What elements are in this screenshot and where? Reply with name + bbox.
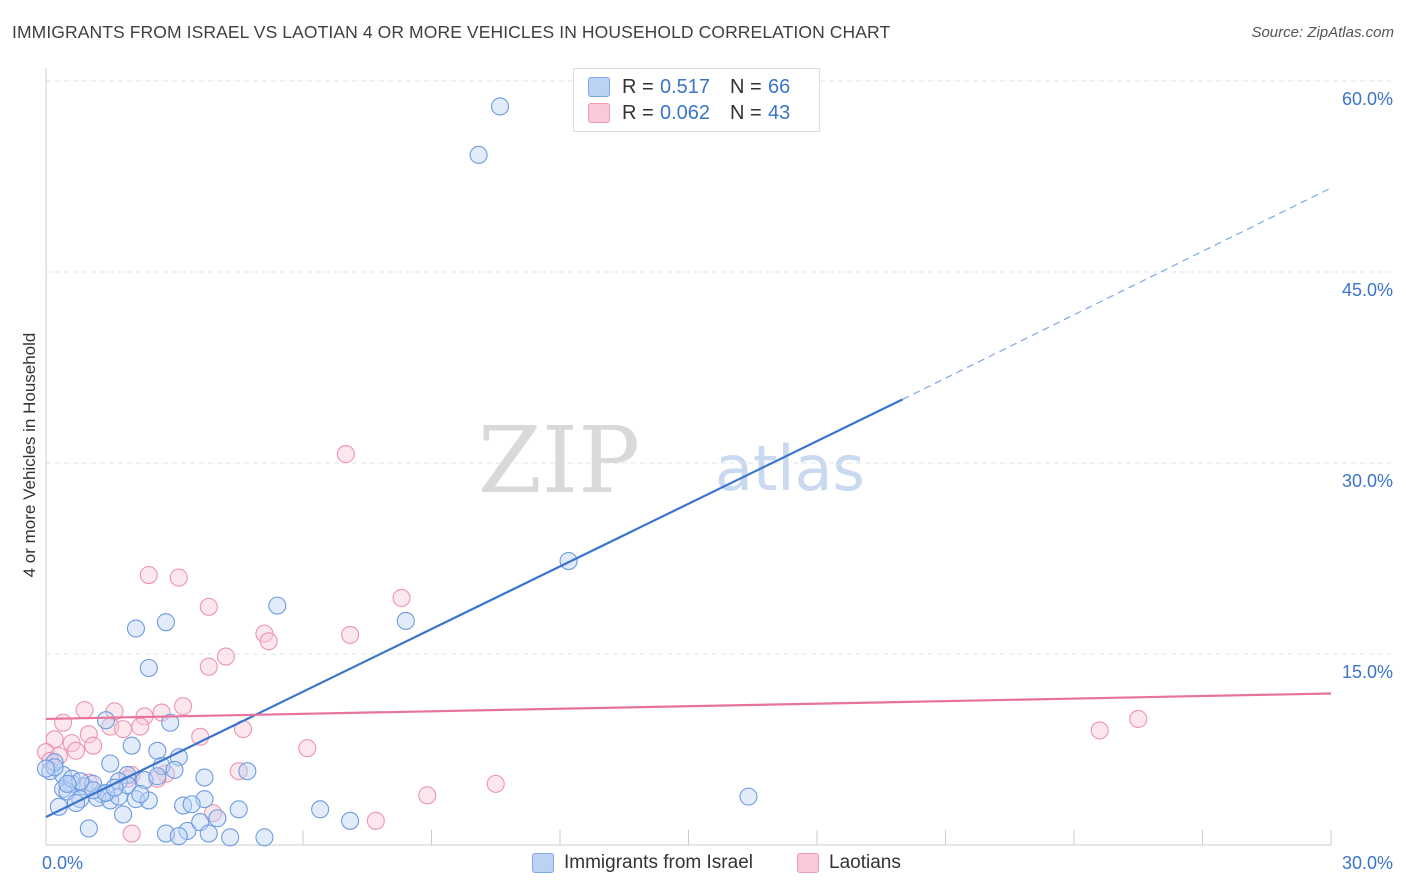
laotians-point (259, 632, 278, 651)
israel-point (139, 658, 158, 678)
israel-trend-line (45, 398, 904, 818)
laotians-point (199, 657, 218, 676)
chart-source: Source: ZipAtlas.com (1251, 24, 1394, 41)
y-tick-label: 45.0% (1342, 280, 1393, 300)
laotians-point (392, 588, 411, 608)
israel-point (341, 811, 360, 830)
legend-row-laotians: R = 0.062 N = 43 (588, 101, 790, 125)
israel-point (169, 827, 188, 846)
laotians-point (216, 647, 235, 666)
legend-item-israel: Immigrants from Israel (532, 852, 753, 874)
legend-r-label: R = (622, 75, 654, 98)
laotians-point (75, 700, 94, 720)
watermark-zip: ZIP (478, 407, 640, 514)
chart-title: IMMIGRANTS FROM ISRAEL VS LAOTIAN 4 OR M… (12, 22, 891, 42)
x-tick-label: 30.0% (1342, 853, 1393, 873)
grid-lines (46, 80, 1391, 655)
israel-point (396, 611, 415, 630)
israel-point (199, 824, 218, 843)
israel-point (195, 768, 214, 787)
israel-point (58, 774, 77, 793)
laotians-point (54, 713, 73, 732)
y-tick-label: 15.0% (1342, 662, 1393, 682)
legend-row-israel: R = 0.517 N = 66 (588, 75, 790, 99)
israel-point (238, 762, 257, 781)
watermark: ZIP atlas (478, 407, 865, 514)
legend-r-value: 0.517 (660, 75, 711, 98)
laotians-point (84, 736, 103, 755)
y-tick-label: 60.0% (1342, 89, 1393, 109)
israel-point (36, 759, 56, 778)
trend-lines (45, 187, 1332, 818)
israel-point (126, 619, 145, 638)
israel-point (131, 785, 150, 804)
israel-point (161, 713, 180, 732)
israel-point (739, 787, 758, 806)
israel-point (79, 819, 98, 838)
laotians-point (174, 697, 193, 716)
laotians-point (298, 739, 317, 758)
laotians-point (45, 730, 64, 749)
israel-point (101, 754, 120, 773)
laotians-point (418, 786, 437, 805)
israel-point (148, 767, 167, 786)
laotians-point (122, 824, 141, 843)
israel-point (311, 800, 330, 819)
israel-point (255, 828, 274, 847)
legend-n-value: 43 (768, 101, 791, 124)
laotians-point (79, 725, 98, 744)
israel-point (122, 736, 141, 755)
laotians-point (336, 445, 355, 464)
laotians-trend-line (45, 692, 1332, 721)
laotians-point (66, 741, 86, 760)
legend-item-laotians: Laotians (797, 852, 901, 874)
watermark-atlas: atlas (715, 432, 865, 505)
x-tick-label: 0.0% (42, 853, 83, 873)
legend-swatch-pink (797, 853, 819, 873)
laotians-point (114, 720, 133, 739)
israel-point (114, 805, 133, 824)
laotians-point (199, 597, 218, 616)
israel-point (148, 741, 167, 760)
israel-point (156, 613, 175, 632)
legend-swatch-blue (588, 77, 610, 97)
laotians-point (366, 811, 385, 830)
legend-swatch-pink (588, 103, 610, 123)
israel-trend-extension (902, 187, 1332, 400)
laotians-point (169, 568, 188, 587)
israel-point (182, 795, 201, 814)
laotians-point (486, 774, 505, 793)
israel-point (165, 760, 184, 779)
israel-point (268, 596, 287, 615)
series-legend: Immigrants from Israel Laotians (0, 852, 1406, 878)
laotians-point (341, 625, 360, 644)
stats-legend: R = 0.517 N = 66 R = 0.062 N = 43 (573, 68, 820, 132)
laotians-point (1129, 709, 1148, 728)
legend-swatch-blue (532, 853, 554, 873)
israel-point (178, 821, 197, 841)
laotians-point (139, 566, 158, 585)
laotians-point (1090, 721, 1109, 740)
y-tick-label: 30.0% (1342, 471, 1393, 491)
israel-point (229, 800, 248, 819)
legend-n-label: N = (730, 101, 762, 124)
israel-point (469, 145, 488, 164)
legend-label-laotians: Laotians (829, 852, 901, 873)
tick-labels: 15.0% 30.0% 45.0% 60.0% 0.0% 30.0% (42, 89, 1393, 873)
israel-point (221, 828, 240, 847)
israel-point (96, 711, 116, 730)
legend-n-label: N = (730, 75, 762, 98)
legend-n-value: 66 (768, 75, 791, 98)
israel-point (208, 809, 227, 828)
laotians-point (131, 717, 150, 736)
israel-point (490, 97, 510, 116)
legend-r-label: R = (622, 101, 654, 124)
legend-label-israel: Immigrants from Israel (564, 852, 753, 873)
legend-r-value: 0.062 (660, 101, 711, 124)
